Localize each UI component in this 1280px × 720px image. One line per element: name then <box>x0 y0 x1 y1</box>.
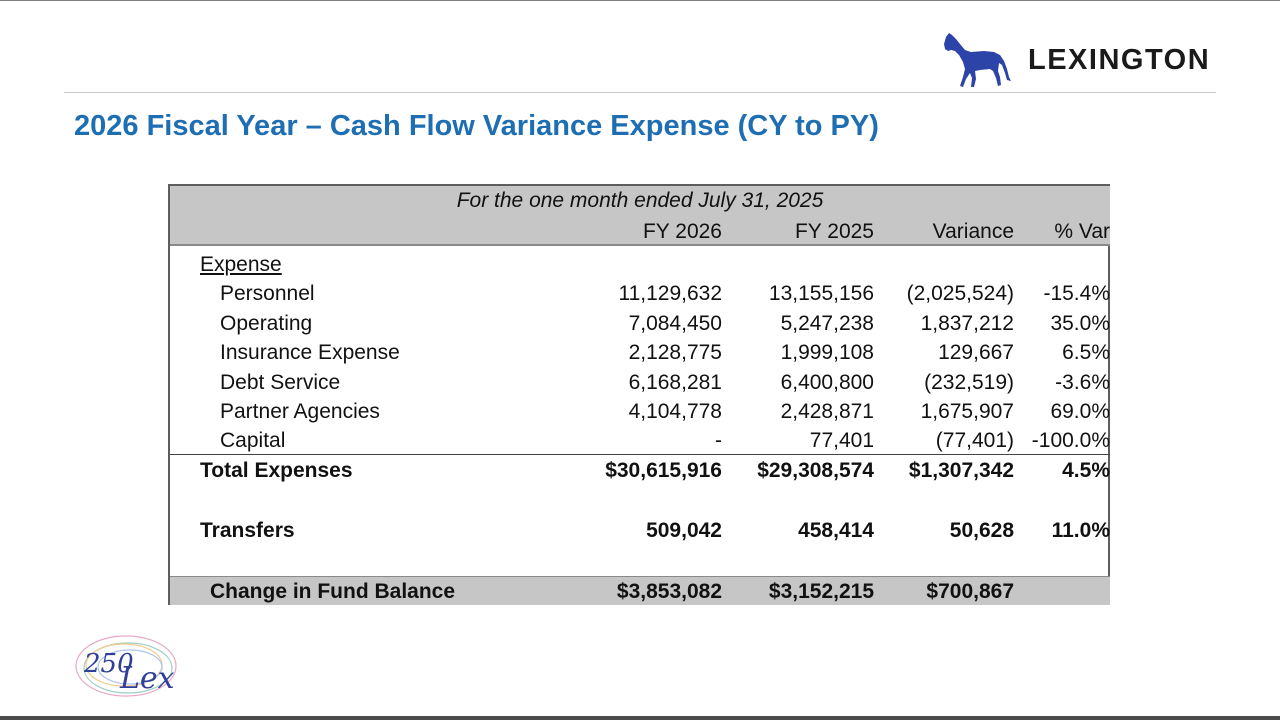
cell-pct: -15.4% <box>1043 282 1110 305</box>
cell-fy2026: 7,084,450 <box>628 312 722 335</box>
header-divider <box>64 92 1216 93</box>
change-fy2026: $3,853,082 <box>616 580 722 603</box>
250-lex-logo: 250 Lex <box>75 635 177 697</box>
change-label: Change in Fund Balance <box>210 580 456 603</box>
table-footer-band <box>170 576 1110 605</box>
total-pct: 4.5% <box>1062 459 1110 482</box>
cell-pct: 69.0% <box>1050 400 1110 423</box>
transfers-fy2026: 509,042 <box>646 519 722 542</box>
col-header-pct-var: % Var <box>1054 220 1110 243</box>
bottom-border <box>0 716 1280 720</box>
brand-name: LEXINGTON <box>1028 43 1211 76</box>
cell-variance: 1,837,212 <box>920 312 1014 335</box>
cell-variance: 1,675,907 <box>920 400 1014 423</box>
top-border <box>0 0 1280 1</box>
cell-fy2026: 6,168,281 <box>628 371 722 394</box>
transfers-pct: 11.0% <box>1051 519 1110 542</box>
svg-text:Lex: Lex <box>119 661 175 696</box>
period-caption: For the one month ended July 31, 2025 <box>456 189 824 212</box>
cell-pct: 35.0% <box>1050 312 1110 335</box>
section-label-expense: Expense <box>200 253 282 276</box>
row-label: Debt Service <box>220 371 341 394</box>
total-fy2025: $29,308,574 <box>757 459 874 482</box>
transfers-fy2025: 458,414 <box>798 519 874 542</box>
total-fy2026: $30,615,916 <box>605 459 722 482</box>
cell-fy2026: 11,129,632 <box>618 282 722 305</box>
row-label: Insurance Expense <box>220 341 400 364</box>
cell-fy2026: 2,128,775 <box>628 341 722 364</box>
row-label: Capital <box>220 429 286 452</box>
page-title: 2026 Fiscal Year – Cash Flow Variance Ex… <box>74 110 879 142</box>
change-variance: $700,867 <box>926 580 1014 603</box>
cell-pct: -3.6% <box>1055 371 1110 394</box>
cell-variance: (77,401) <box>935 429 1014 452</box>
cell-fy2025: 2,428,871 <box>780 400 874 423</box>
cell-variance: 129,667 <box>938 341 1014 364</box>
total-label: Total Expenses <box>200 459 353 482</box>
cell-fy2025: 13,155,156 <box>768 282 874 305</box>
cell-fy2025: 1,999,108 <box>780 341 874 364</box>
horse-icon <box>944 33 1011 87</box>
total-variance: $1,307,342 <box>908 459 1014 482</box>
cell-fy2026: 4,104,778 <box>628 400 722 423</box>
svg-text:250: 250 <box>83 649 134 679</box>
variance-table: For the one month ended July 31, 2025 FY… <box>168 184 1110 605</box>
row-label: Personnel <box>220 282 315 305</box>
total-separator <box>170 454 1110 455</box>
cell-fy2025: 77,401 <box>809 429 874 452</box>
col-header-fy2025: FY 2025 <box>794 220 874 243</box>
col-header-variance: Variance <box>932 220 1014 243</box>
cell-fy2026: - <box>715 429 722 452</box>
cell-fy2025: 6,400,800 <box>780 371 874 394</box>
transfers-variance: 50,628 <box>949 519 1014 542</box>
cell-pct: 6.5% <box>1062 341 1110 364</box>
transfers-label: Transfers <box>200 519 295 542</box>
row-label: Partner Agencies <box>220 400 380 423</box>
cell-fy2025: 5,247,238 <box>780 312 874 335</box>
change-fy2025: $3,152,215 <box>768 580 874 603</box>
row-label: Operating <box>220 312 313 335</box>
cell-variance: (232,519) <box>924 371 1014 394</box>
cell-pct: -100.0% <box>1031 429 1110 452</box>
col-header-fy2026: FY 2026 <box>642 220 722 243</box>
lexington-logo: LEXINGTON <box>938 30 1210 90</box>
cell-variance: (2,025,524) <box>906 282 1014 305</box>
table-header-band <box>170 186 1110 246</box>
